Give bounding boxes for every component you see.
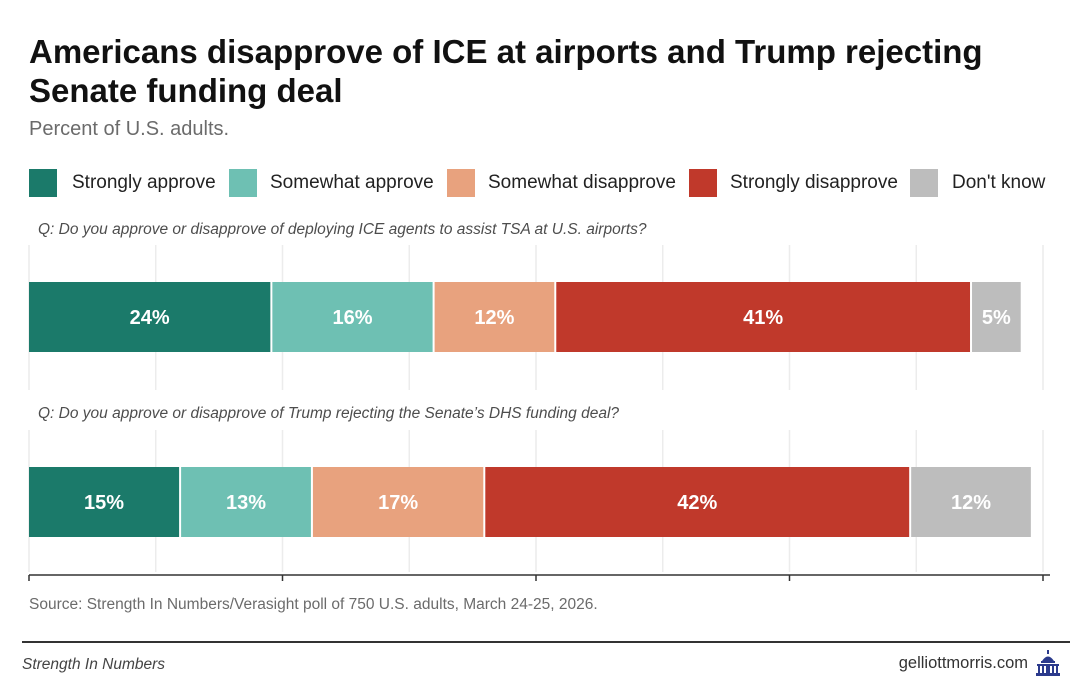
legend-label-strongly-disapprove: Strongly disapprove [730, 172, 898, 193]
legend-label-dont-know: Don't know [952, 172, 1046, 193]
bar-segment [29, 282, 271, 352]
legend-label-somewhat-approve: Somewhat approve [270, 172, 434, 193]
legend-label-somewhat-disapprove: Somewhat disapprove [488, 172, 676, 193]
bar-value-label: 15% [84, 492, 124, 514]
capitol-building-icon [1034, 649, 1062, 677]
bar-value-label: 17% [378, 492, 418, 514]
bar-value-label: 12% [474, 307, 514, 329]
legend-swatch-strongly-disapprove [689, 169, 717, 197]
bar-segment [485, 467, 910, 537]
bar-value-label: 24% [130, 307, 170, 329]
question-label-dhs-funding: Q: Do you approve or disapprove of Trump… [38, 405, 620, 422]
legend-swatch-dont-know [910, 169, 938, 197]
bar-segment [181, 467, 311, 537]
bar-segment [556, 282, 971, 352]
bar-value-label: 12% [951, 492, 991, 514]
footer-publication: Strength In Numbers [22, 656, 166, 673]
source-note: Source: Strength In Numbers/Verasight po… [29, 596, 598, 613]
bar-segment [272, 282, 433, 352]
legend-swatch-strongly-approve [29, 169, 57, 197]
legend-swatch-somewhat-approve [229, 169, 257, 197]
footer-divider [22, 641, 1070, 643]
legend-swatch-somewhat-disapprove [447, 169, 475, 197]
bar-segment [434, 282, 555, 352]
bar-value-label: 42% [677, 492, 717, 514]
bar-value-label: 5% [982, 307, 1011, 329]
chart-subtitle: Percent of U.S. adults. [29, 118, 230, 140]
bar-segment [312, 467, 484, 537]
legend-label-strongly-approve: Strongly approve [72, 172, 216, 193]
bar-value-label: 16% [332, 307, 372, 329]
bar-value-label: 13% [226, 492, 266, 514]
bar-segment [29, 467, 180, 537]
footer-website[interactable]: gelliottmorris.com [898, 654, 1028, 672]
question-label-ice-airports: Q: Do you approve or disapprove of deplo… [38, 221, 647, 238]
bar-value-label: 41% [743, 307, 783, 329]
stacked-bar-chart: 24% 16% 12% 41% 5% 15% 13% 17% 42% 12% [28, 245, 1050, 581]
bar-segment [972, 282, 1021, 352]
bar-segment [911, 467, 1031, 537]
chart-title: Americans disapprove of ICE at airports … [29, 33, 983, 109]
